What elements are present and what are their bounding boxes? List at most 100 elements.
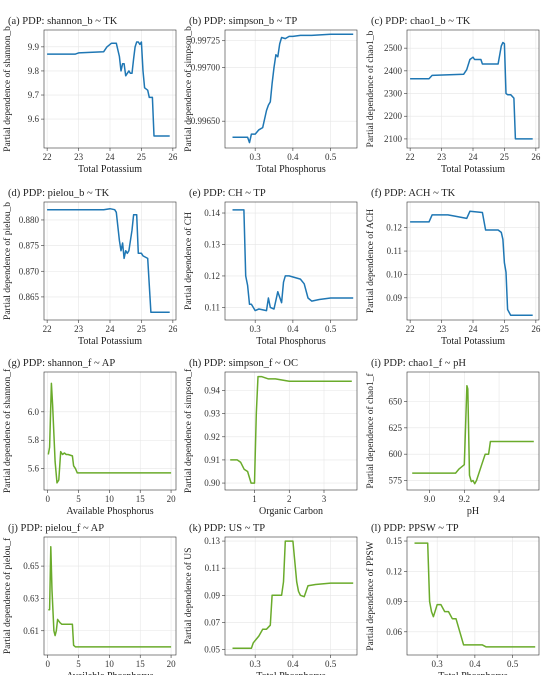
x-tick-label: 26 — [531, 324, 541, 334]
y-axis-label: Partial dependence of pielou_f — [2, 537, 13, 654]
y-axis-label: Partial dependence of shannon_f — [2, 368, 13, 493]
x-tick-label: 0.4 — [469, 659, 481, 669]
x-tick-label: 1 — [252, 494, 257, 504]
plot-frame — [224, 29, 358, 149]
y-tick-label: 0.12 — [386, 566, 402, 576]
series-line — [232, 540, 354, 649]
y-tick-label: 0.09 — [386, 597, 402, 607]
y-tick-label: 0.99700 — [191, 63, 221, 73]
y-tick-label: 9.8 — [28, 66, 40, 76]
y-axis-label: Partial dependence of chao1_f — [365, 373, 376, 489]
y-tick-label: 2100 — [384, 134, 403, 144]
y-axis-label: Partial dependence of US — [183, 548, 194, 645]
x-tick-label: 25 — [500, 152, 510, 162]
y-tick-label: 9.7 — [28, 90, 40, 100]
y-tick-label: 0.870 — [19, 266, 40, 276]
x-axis-label: Total Phosphorus — [256, 164, 326, 175]
x-tick-label: 3 — [322, 494, 327, 504]
panel-title: (i) PDP: chao1_f ~ pH — [371, 358, 466, 369]
plot-frame — [43, 371, 177, 491]
x-tick-label: 20 — [167, 494, 177, 504]
y-tick-label: 0.99725 — [191, 36, 221, 46]
x-tick-label: 22 — [406, 324, 415, 334]
y-tick-label: 0.05 — [204, 645, 220, 655]
y-tick-label: 650 — [389, 397, 403, 407]
series-line — [412, 384, 534, 485]
x-axis-label: Total Phosphorus — [256, 671, 326, 675]
y-tick-label: 0.07 — [204, 617, 220, 627]
x-axis-label: Total Phosphorus — [256, 336, 326, 347]
y-tick-label: 2500 — [384, 43, 403, 53]
y-axis-label: Partial dependence of shannon_b — [2, 26, 13, 152]
x-tick-label: 23 — [437, 152, 447, 162]
x-tick-label: 26 — [168, 324, 178, 334]
y-tick-label: 2200 — [384, 111, 403, 121]
chart-panel-1: (a) PDP: shannon_b ~ TK 22 23 24 25 26 9.6 9.7 9… — [2, 16, 178, 175]
gridlines — [225, 537, 357, 655]
x-tick-label: 15 — [136, 659, 146, 669]
series-line — [232, 209, 354, 312]
y-axis-label: Partial dependence of chao1_b — [365, 30, 376, 147]
x-axis-label: Total Potassium — [78, 336, 142, 347]
x-tick-label: 0.3 — [250, 324, 262, 334]
gridlines — [44, 202, 176, 320]
y-tick-label: 600 — [389, 449, 403, 459]
y-tick-label: 2400 — [384, 66, 403, 76]
series-line — [47, 382, 172, 484]
x-tick-label: 25 — [137, 324, 147, 334]
plot-frame — [224, 201, 358, 321]
x-tick-label: 0.3 — [432, 659, 444, 669]
y-tick-label: 0.13 — [204, 239, 220, 249]
y-tick-label: 0.99650 — [191, 116, 221, 126]
x-axis-label: Available Phosphorus — [66, 671, 153, 675]
y-tick-label: 9.6 — [28, 114, 40, 124]
chart-panel-6: (f) PDP: ACH ~ TK 22 23 24 25 26 0.09 0.10 0.11 0… — [365, 188, 541, 347]
plot-frame — [406, 536, 540, 656]
series-line — [414, 542, 536, 648]
y-tick-label: 0.12 — [386, 223, 402, 233]
y-tick-label: 0.92 — [204, 432, 220, 442]
x-tick-label: 22 — [43, 324, 52, 334]
panel-title: (h) PDP: simpson_f ~ OC — [189, 358, 298, 369]
series-line — [48, 545, 172, 648]
chart-panel-7: (g) PDP: shannon_f ~ AP 0 5 10 15 20 5.6 5.8 6.0… — [2, 358, 177, 517]
x-tick-label: 0.5 — [325, 324, 337, 334]
chart-panel-2: (b) PDP: simpson_b ~ TP 0.3 0.4 0.5 0.99650 0… — [183, 16, 358, 175]
x-tick-label: 9.0 — [424, 494, 436, 504]
gridlines — [225, 372, 357, 490]
x-axis-label: Total Phosphorus — [438, 671, 508, 675]
x-tick-label: 5 — [76, 659, 81, 669]
y-tick-label: 0.11 — [387, 246, 402, 256]
y-axis-label: Partial dependence of CH — [183, 212, 194, 310]
x-tick-label: 9.4 — [493, 494, 505, 504]
panel-title: (a) PDP: shannon_b ~ TK — [8, 16, 118, 27]
y-tick-label: 0.06 — [386, 627, 402, 637]
x-tick-label: 24 — [106, 324, 116, 334]
y-tick-label: 0.90 — [204, 478, 220, 488]
gridlines — [44, 372, 176, 490]
y-tick-label: 0.12 — [204, 271, 220, 281]
plot-frame — [224, 536, 358, 656]
chart-panel-8: (h) PDP: simpson_f ~ OC 1 2 3 0.90 0.91 0.92 0.… — [183, 358, 358, 517]
x-tick-label: 26 — [168, 152, 178, 162]
chart-panel-11: (k) PDP: US ~ TP 0.3 0.4 0.5 0.05 0.07 0.09 0.1… — [183, 523, 358, 675]
y-tick-label: 0.63 — [23, 593, 39, 603]
panel-title: (k) PDP: US ~ TP — [189, 523, 265, 534]
panel-title: (g) PDP: shannon_f ~ AP — [8, 358, 115, 369]
x-tick-label: 2 — [287, 494, 292, 504]
y-tick-label: 6.0 — [28, 407, 40, 417]
panel-title: (f) PDP: ACH ~ TK — [371, 188, 456, 199]
x-tick-label: 0.4 — [287, 324, 299, 334]
y-tick-label: 0.13 — [204, 536, 220, 546]
chart-panel-12: (l) PDP: PPSW ~ TP 0.3 0.4 0.5 0.06 0.09 0.12 0… — [365, 523, 540, 675]
y-tick-label: 0.65 — [23, 561, 39, 571]
chart-panel-3: (c) PDP: chao1_b ~ TK 22 23 24 25 26 2100 2200 2… — [365, 16, 541, 175]
x-tick-label: 24 — [106, 152, 116, 162]
gridlines — [44, 30, 176, 148]
x-axis-label: Total Potassium — [441, 336, 505, 347]
y-tick-label: 625 — [389, 423, 403, 433]
gridlines — [407, 202, 539, 320]
x-tick-label: 5 — [76, 494, 81, 504]
y-axis-label: Partial dependence of ACH — [365, 209, 376, 313]
